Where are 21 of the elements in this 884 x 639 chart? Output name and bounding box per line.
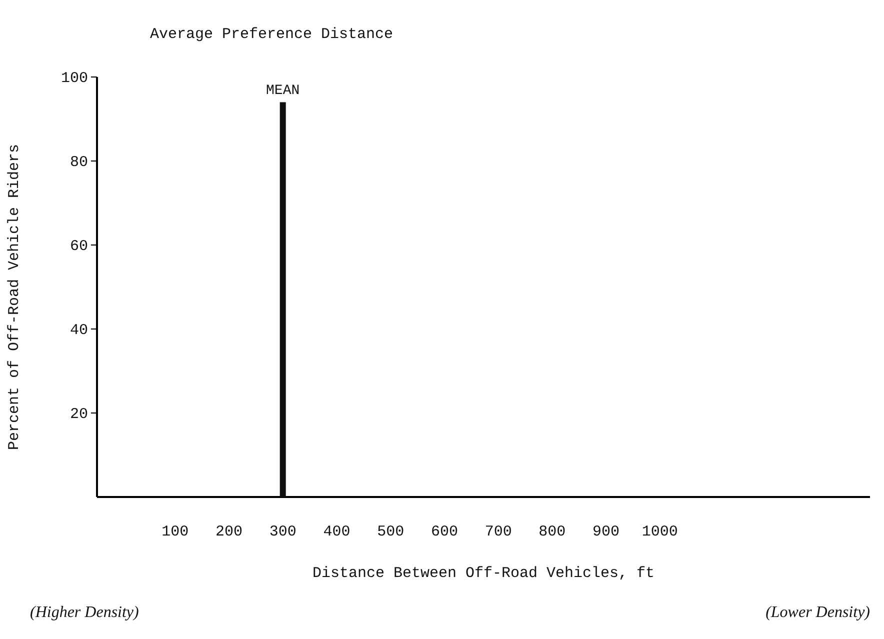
x-tick-label: 900: [592, 524, 620, 541]
y-tick-label: 80: [70, 154, 88, 171]
x-tick-label: 300: [269, 524, 296, 541]
annotation: MEAN: [266, 83, 300, 100]
x-tick-label: 400: [323, 524, 350, 541]
text: (Lower Density): [766, 604, 870, 621]
x-tick-label: 100: [162, 524, 189, 541]
x-tick-label: 700: [484, 524, 512, 541]
y-tick-label: 20: [70, 406, 88, 423]
chart-title: Average Preference Distance: [150, 26, 394, 43]
y-tick-label: 60: [70, 238, 88, 255]
text: (Higher Density): [30, 604, 139, 621]
y-axis-title: Percent of Off-Road Vehicle Riders: [6, 144, 23, 450]
y-tick-label: 100: [60, 70, 88, 87]
x-tick-label: 1000: [642, 524, 678, 541]
y-tick-label: 40: [70, 322, 88, 339]
x-tick-label: 200: [215, 524, 242, 541]
x-tick-label: 500: [377, 524, 404, 541]
x-tick-label: 600: [430, 524, 458, 541]
x-axis-title: Distance Between Off-Road Vehicles, ft: [312, 565, 655, 582]
x-tick-label: 800: [538, 524, 566, 541]
